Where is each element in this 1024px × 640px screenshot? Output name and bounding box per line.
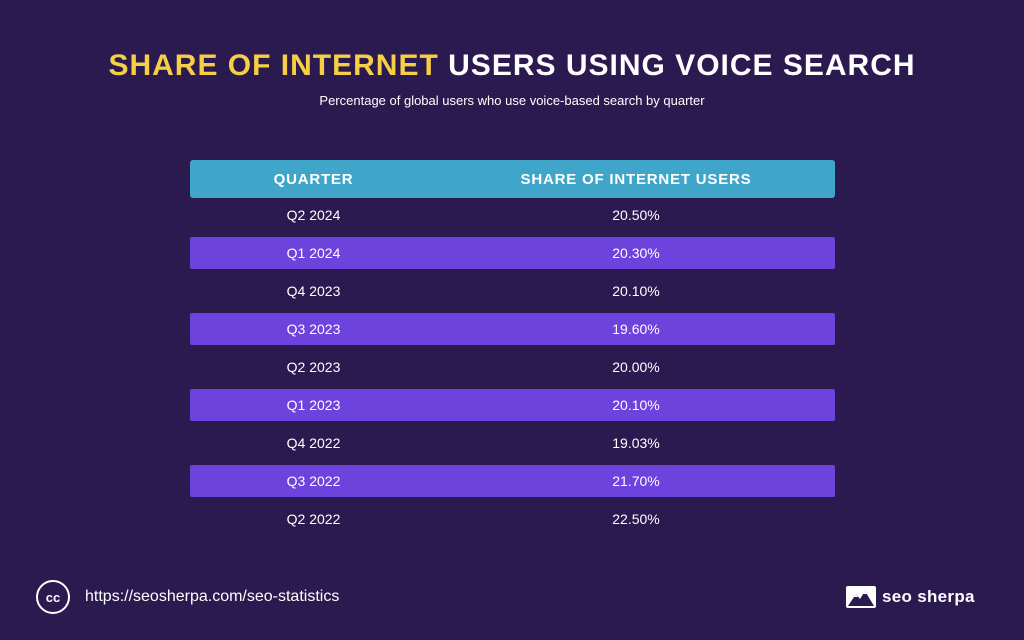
table-row: Q2 2023 20.00%: [190, 351, 835, 383]
table-row: Q1 2024 20.30%: [190, 237, 835, 269]
table-row: Q3 2022 21.70%: [190, 465, 835, 497]
table-row: Q3 2023 19.60%: [190, 313, 835, 345]
cell-share: 19.60%: [612, 321, 660, 337]
table-header: QUARTER SHARE OF INTERNET USERS: [190, 160, 835, 198]
source-url[interactable]: https://seosherpa.com/seo-statistics: [85, 588, 340, 605]
cell-quarter: Q4 2023: [286, 283, 341, 299]
header-share: SHARE OF INTERNET USERS: [520, 170, 752, 188]
table-row: Q4 2022 19.03%: [190, 427, 835, 459]
title-highlight: SHARE OF INTERNET: [108, 49, 439, 82]
cell-share: 20.50%: [612, 207, 660, 223]
cc-icon: cc: [36, 580, 70, 614]
table-row: Q4 2023 20.10%: [190, 275, 835, 307]
cell-share: 20.10%: [612, 283, 660, 299]
cell-quarter: Q2 2024: [286, 207, 341, 223]
header-quarter: QUARTER: [273, 170, 354, 188]
mountain-icon: [846, 586, 876, 608]
table-row: Q1 2023 20.10%: [190, 389, 835, 421]
cell-quarter: Q1 2023: [286, 397, 341, 413]
chart-title: SHARE OF INTERNET USERS USING VOICE SEAR…: [0, 49, 1024, 83]
cell-quarter: Q3 2023: [286, 321, 341, 337]
chart-subtitle: Percentage of global users who use voice…: [319, 93, 705, 108]
cell-quarter: Q1 2024: [286, 245, 341, 261]
cell-share: 20.00%: [612, 359, 660, 375]
cell-share: 21.70%: [612, 473, 660, 489]
title-rest: USERS USING VOICE SEARCH: [448, 49, 916, 82]
cell-quarter: Q3 2022: [286, 473, 341, 489]
data-table: QUARTER SHARE OF INTERNET USERS Q2 2024 2…: [190, 160, 835, 541]
cell-share: 20.10%: [612, 397, 660, 413]
table-body: Q2 2024 20.50% Q1 2024 20.30% Q4 2023 20.10% Q…: [190, 199, 835, 535]
brand-logo: seo sherpa: [846, 586, 975, 608]
cell-share: 20.30%: [612, 245, 660, 261]
source-attribution: cc https://seosherpa.com/seo-statistics: [36, 580, 339, 614]
table-row: Q2 2022 22.50%: [190, 503, 835, 535]
cell-quarter: Q2 2022: [286, 511, 341, 527]
brand-name: seo sherpa: [882, 587, 975, 606]
table-row: Q2 2024 20.50%: [190, 199, 835, 231]
cell-quarter: Q4 2022: [286, 435, 341, 451]
cell-share: 22.50%: [612, 511, 660, 527]
cell-quarter: Q2 2023: [286, 359, 341, 375]
cell-share: 19.03%: [612, 435, 660, 451]
